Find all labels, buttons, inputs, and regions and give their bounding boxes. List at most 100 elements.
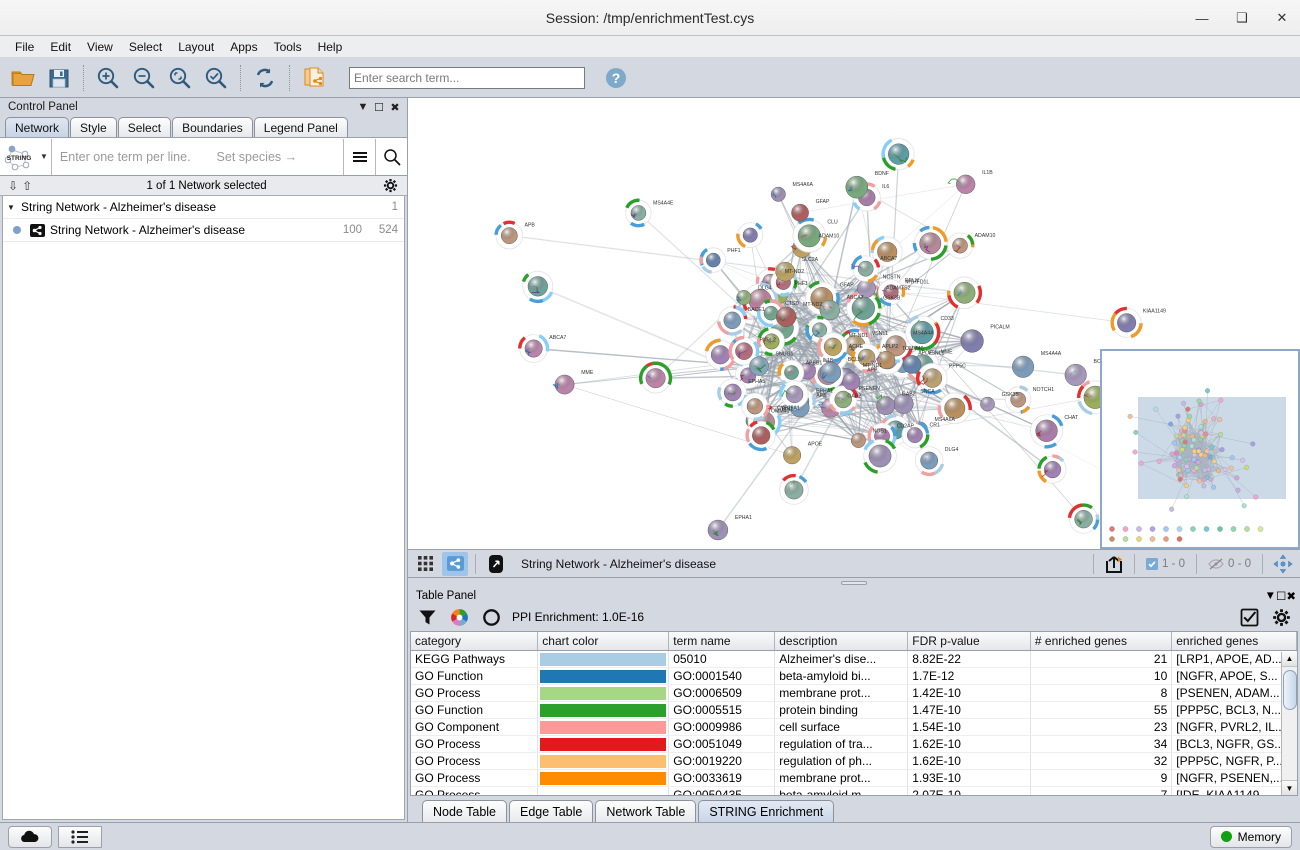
network-node[interactable] <box>819 361 842 383</box>
control-panel-float-icon[interactable]: ☐ <box>374 101 384 114</box>
network-node[interactable] <box>1012 355 1035 378</box>
network-node[interactable] <box>756 327 785 357</box>
refresh-icon[interactable] <box>248 61 282 95</box>
enrichment-table[interactable]: category chart color term name descripti… <box>411 631 1297 795</box>
minimize-icon[interactable]: — <box>1195 10 1209 26</box>
network-node[interactable] <box>518 334 550 363</box>
col-category[interactable]: category <box>411 631 539 652</box>
color-wheel-icon[interactable] <box>448 606 470 628</box>
save-icon[interactable] <box>42 61 76 95</box>
network-node[interactable] <box>1067 503 1100 534</box>
table-row[interactable]: KEGG Pathways 05010 Alzheimer's dise... 8.8… <box>411 650 1297 669</box>
network-node[interactable] <box>912 225 948 261</box>
search-input[interactable]: Enter search term... <box>349 66 585 89</box>
table-row[interactable]: GO Process GO:0019220 regulation of ph... 1… <box>411 752 1297 771</box>
zoom-fit-icon[interactable] <box>163 61 197 95</box>
enrichment-table-wrapper[interactable]: category chart color term name descripti… <box>410 630 1298 796</box>
menu-file[interactable]: File <box>15 39 35 54</box>
table-panel-close-icon[interactable]: ✖ <box>1286 590 1296 603</box>
menu-tools[interactable]: Tools <box>273 39 302 54</box>
search-icon[interactable] <box>375 138 407 175</box>
donut-icon[interactable] <box>480 606 502 628</box>
col-enriched-count[interactable]: # enriched genes <box>1030 631 1173 652</box>
panel-splitter[interactable] <box>408 578 1300 587</box>
tab-string-enrichment[interactable]: STRING Enrichment <box>698 800 835 822</box>
network-node[interactable] <box>870 350 896 370</box>
network-node[interactable] <box>1037 454 1067 484</box>
tab-node-table[interactable]: Node Table <box>422 800 508 822</box>
table-vertical-scrollbar[interactable]: ▲ ▼ <box>1281 651 1297 795</box>
network-node[interactable] <box>1110 306 1143 339</box>
col-term-name[interactable]: term name <box>668 631 776 652</box>
network-node[interactable] <box>947 174 976 194</box>
network-node[interactable] <box>881 138 915 171</box>
fit-content-icon[interactable] <box>1270 552 1296 576</box>
network-view-icon[interactable] <box>442 551 468 576</box>
network-node[interactable] <box>947 276 983 309</box>
menu-help[interactable]: Help <box>317 39 343 54</box>
network-node[interactable] <box>905 314 941 351</box>
network-node[interactable] <box>819 299 840 321</box>
zoom-in-icon[interactable] <box>91 61 125 95</box>
table-row[interactable]: GO Function GO:0001540 beta-amyloid bi... 1… <box>411 667 1297 686</box>
network-node[interactable] <box>851 254 881 283</box>
zoom-selected-icon[interactable] <box>199 61 233 95</box>
network-overview-panel[interactable] <box>1100 349 1300 549</box>
network-node[interactable] <box>960 329 984 353</box>
cloud-button[interactable] <box>8 825 52 848</box>
close-icon[interactable]: ✕ <box>1276 10 1288 25</box>
expand-all-icon[interactable]: ⇧ <box>22 178 33 193</box>
network-node[interactable] <box>902 355 922 374</box>
tree-row-root[interactable]: ▼ String Network - Alzheimer's disease 1 <box>3 196 404 219</box>
menu-select[interactable]: Select <box>128 39 163 54</box>
col-chart-color[interactable]: chart color <box>537 631 670 652</box>
string-species-link[interactable]: Set species → <box>216 149 298 164</box>
tree-row-network[interactable]: String Network - Alzheimer's disease 100… <box>3 219 404 242</box>
network-node[interactable] <box>783 446 802 465</box>
network-node[interactable] <box>779 380 809 410</box>
expand-triangle-icon[interactable]: ▼ <box>7 202 15 212</box>
network-node[interactable] <box>791 203 809 222</box>
network-node[interactable] <box>494 220 524 250</box>
detach-view-icon[interactable] <box>483 552 509 576</box>
network-node[interactable] <box>870 235 903 268</box>
network-node[interactable] <box>552 374 575 395</box>
network-node[interactable] <box>770 186 786 202</box>
network-node[interactable] <box>863 439 897 474</box>
network-node[interactable] <box>779 473 809 505</box>
network-node[interactable] <box>817 332 848 363</box>
control-panel-dropdown-icon[interactable]: ▼ <box>357 101 369 113</box>
enrichment-table-body[interactable]: KEGG Pathways 05010 Alzheimer's dise... 8.8… <box>411 650 1297 795</box>
network-node[interactable] <box>717 305 748 336</box>
network-node[interactable] <box>704 338 737 371</box>
control-panel-close-icon[interactable]: ✖ <box>390 101 400 114</box>
hamburger-icon[interactable] <box>343 138 375 175</box>
gear-icon[interactable] <box>1270 606 1292 628</box>
table-row[interactable]: GO Process GO:0033619 membrane prot... 1.93… <box>411 769 1297 788</box>
export-network-icon[interactable] <box>297 61 331 95</box>
scroll-down-arrow-icon[interactable]: ▼ <box>1282 780 1297 795</box>
string-dropdown-icon[interactable]: ▼ <box>40 152 48 161</box>
network-node[interactable] <box>707 519 729 541</box>
tab-network-table[interactable]: Network Table <box>595 800 697 822</box>
tab-style[interactable]: Style <box>70 117 117 137</box>
network-node[interactable] <box>851 343 881 373</box>
network-node[interactable] <box>1005 385 1032 414</box>
network-node[interactable] <box>937 392 972 425</box>
network-node[interactable] <box>875 393 896 415</box>
help-icon[interactable]: ? <box>599 61 633 95</box>
network-node[interactable] <box>775 261 795 282</box>
string-term-input[interactable]: Enter one term per line. Set species → <box>50 138 343 175</box>
table-row[interactable]: GO Component GO:0009986 cell surface 1.54E-… <box>411 718 1297 737</box>
network-node[interactable] <box>980 396 995 412</box>
table-panel-dropdown-icon[interactable]: ▼ <box>1264 589 1277 602</box>
network-node[interactable] <box>699 247 726 274</box>
table-row[interactable]: GO Function GO:0005515 protein binding 1.47… <box>411 701 1297 720</box>
menu-apps[interactable]: Apps <box>230 39 258 54</box>
network-node[interactable] <box>625 198 652 228</box>
col-fdr[interactable]: FDR p-value <box>907 631 1031 652</box>
network-node[interactable] <box>728 335 760 366</box>
network-node[interactable] <box>717 378 748 408</box>
network-node[interactable] <box>845 175 869 199</box>
network-canvas[interactable]: MT-ND2 MT-ND1 VSNL1 GAB2 ADAMTS2 TOMM40 NOS1 AC… <box>408 98 1300 550</box>
